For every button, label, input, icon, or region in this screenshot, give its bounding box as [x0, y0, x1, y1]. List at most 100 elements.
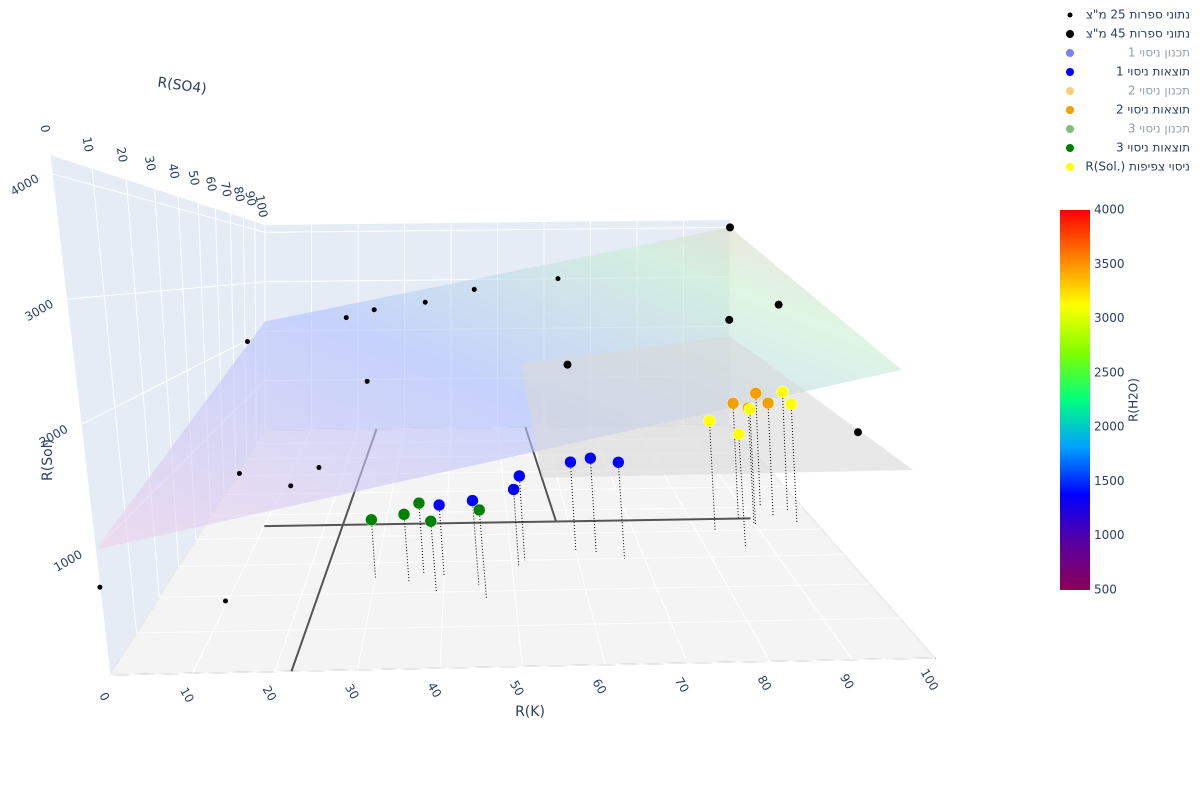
data-point [466, 494, 479, 507]
data-point [432, 498, 446, 512]
data-point [513, 469, 526, 483]
data-point [471, 286, 477, 292]
data-point [732, 427, 745, 441]
legend-label: נתוני ספרות 25 מ"צ [1086, 8, 1190, 22]
drop-line [370, 519, 376, 578]
z-axis-title: R(Sol) [40, 439, 56, 481]
legend-label: תוצאות ניסוי 2 [1116, 103, 1190, 117]
surface [520, 336, 914, 478]
colorbar-tick-label: 2000 [1094, 420, 1125, 434]
data-point [97, 584, 103, 590]
data-point [223, 598, 229, 604]
legend-label: R(Sol.) ניסוי צפיפות [1085, 160, 1190, 174]
z-tick-label: 4000 [8, 171, 41, 198]
data-point [316, 465, 322, 471]
y-tick-label: 30 [142, 155, 158, 172]
data-point [343, 315, 349, 321]
legend-item[interactable]: R(Sol.) ניסוי צפיפות [1066, 160, 1190, 174]
colorbar-title: R(H2O) [1127, 378, 1141, 422]
surface [95, 227, 902, 550]
legend-marker [1066, 144, 1074, 152]
data-point [776, 385, 789, 399]
drop-line [589, 458, 597, 554]
x-tick-label: 60 [590, 676, 610, 696]
data-point [726, 397, 740, 410]
y-tick-label: 50 [186, 169, 202, 186]
data-point [584, 451, 597, 465]
data-point [563, 360, 572, 369]
legend-item[interactable]: תכנון ניסוי 2 [1066, 84, 1190, 98]
data-point [472, 503, 486, 517]
data-point [364, 378, 370, 384]
grid-line [49, 154, 936, 676]
data-point [725, 315, 734, 324]
legend-marker [1066, 49, 1074, 57]
legend-label: תכנון ניסוי 2 [1128, 84, 1190, 98]
data-point [749, 386, 762, 400]
colorbar-tick-label: 3000 [1094, 311, 1125, 325]
x-tick-label: 0 [96, 690, 112, 704]
grid-line [52, 173, 731, 233]
y-axis-title: R(SO4) [156, 75, 207, 98]
drop-line [781, 391, 789, 512]
data-point [371, 307, 377, 313]
colorbar-tick-label: 2500 [1094, 365, 1125, 379]
legend-item[interactable]: תוצאות ניסוי 1 [1066, 65, 1190, 79]
x-tick-label: 20 [260, 683, 280, 703]
data-point [555, 276, 561, 282]
z-tick-label: 3000 [22, 297, 55, 324]
x-tick-label: 90 [837, 671, 857, 691]
y-tick-label: 70 [218, 181, 234, 198]
y-tick-label: 10 [80, 136, 96, 153]
drop-line [471, 500, 480, 585]
legend-marker [1066, 87, 1074, 95]
legend-marker [1066, 106, 1074, 114]
drop-line [738, 434, 747, 549]
legend-item[interactable]: נתוני ספרות 25 מ"צ [1067, 8, 1191, 22]
data-point [726, 223, 734, 232]
legend: נתוני ספרות 25 מ"צ נתוני ספרות 45 מ"צ תכנו… [1066, 8, 1190, 174]
data-point [365, 513, 378, 527]
legend-marker [1066, 163, 1074, 171]
x-tick-label: 40 [425, 680, 445, 700]
data-point [743, 402, 757, 416]
drop-line [767, 403, 774, 516]
legend-label: תכנון ניסוי 1 [1128, 46, 1190, 60]
x-axis-title: R(K) [515, 704, 545, 720]
legend-label: תוצאות ניסוי 3 [1116, 141, 1190, 155]
grid-line [125, 177, 870, 598]
data-point [422, 299, 428, 305]
y-tick-label: 20 [114, 146, 130, 163]
drop-line [755, 393, 761, 508]
legend-marker [1067, 12, 1073, 18]
legend-item[interactable]: תוצאות ניסוי 2 [1066, 103, 1190, 117]
legend-item[interactable]: תוצאות ניסוי 3 [1066, 141, 1190, 155]
legend-item[interactable]: נתוני ספרות 45 מ"צ [1066, 27, 1190, 41]
x-tick-label: 80 [755, 673, 775, 693]
data-point [703, 414, 716, 428]
drop-line [747, 407, 755, 523]
legend-label: נתוני ספרות 45 מ"צ [1086, 27, 1190, 41]
colorbar-tick-label: 500 [1094, 583, 1117, 597]
colorbar: 500 1000 1500 2000 2500 3000 3500 4000 R(H2O) [1060, 203, 1141, 597]
legend-marker [1066, 68, 1074, 76]
data-point [774, 300, 783, 309]
y-tick-label: 0 [38, 124, 53, 134]
x-tick-label: 100 [918, 666, 942, 693]
data-point [564, 455, 577, 469]
data-point [761, 396, 775, 410]
legend-label: תוצאות ניסוי 1 [1116, 65, 1190, 79]
legend-marker [1066, 125, 1074, 133]
legend-item[interactable]: תכנון ניסוי 3 [1066, 122, 1190, 136]
legend-item[interactable]: תכנון ניסוי 1 [1066, 46, 1190, 60]
legend-label: תכנון ניסוי 3 [1128, 122, 1190, 136]
y-tick-label: 90 [242, 190, 258, 207]
drop-line [749, 409, 757, 526]
floor-diagram-line [264, 517, 751, 528]
data-point [412, 496, 426, 510]
y-tick-label: 80 [231, 185, 247, 202]
y-tick-label: 100 [253, 194, 271, 219]
legend-marker [1066, 30, 1074, 38]
colorbar-tick-label: 3500 [1094, 257, 1125, 271]
